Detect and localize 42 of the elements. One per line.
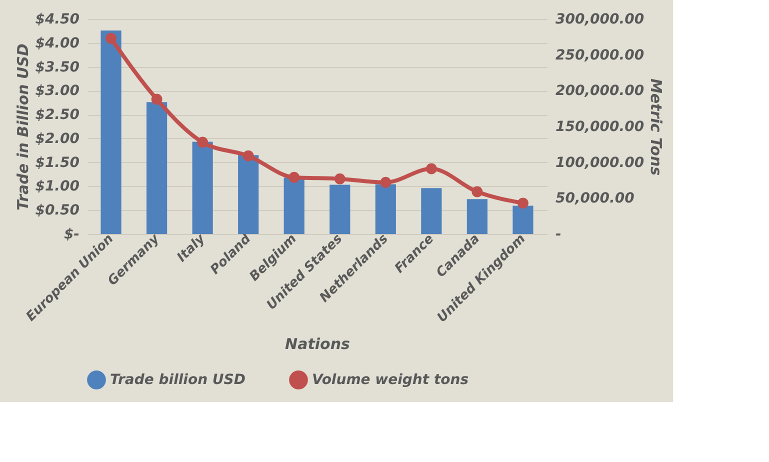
- point: [106, 32, 117, 44]
- bar: [146, 102, 168, 234]
- y-axis-title: Trade in Billion USD: [14, 44, 32, 210]
- point: [380, 176, 392, 188]
- bar: [330, 184, 350, 234]
- y-tick-label: $-: [64, 226, 80, 242]
- point: [242, 150, 254, 162]
- y-tick-label: $1.50: [35, 154, 80, 171]
- bar: [100, 30, 122, 234]
- point: [472, 186, 483, 198]
- y-tick-label: $1.00: [35, 178, 80, 195]
- point: [151, 94, 162, 105]
- y2-tick-label: 100,000.00: [556, 154, 644, 171]
- point: [334, 173, 346, 184]
- y-tick-label: $3.50: [35, 59, 80, 76]
- point: [197, 136, 208, 148]
- y-tick-label: $3.00: [35, 83, 80, 100]
- y2-tick-label: 150,000.00: [556, 119, 644, 135]
- bar: [238, 155, 259, 234]
- bar: [375, 184, 396, 234]
- y-tick-label: $2.00: [35, 130, 80, 147]
- y-tick-label: $4.00: [35, 35, 80, 52]
- legend-label: Trade billion USD: [110, 372, 246, 388]
- bar: [284, 178, 304, 234]
- y-tick-label: $2.50: [35, 107, 80, 124]
- bar: [512, 206, 534, 234]
- y2-tick-label: 250,000.00: [556, 47, 644, 64]
- point: [426, 163, 437, 174]
- point: [288, 172, 300, 183]
- bar: [466, 199, 488, 234]
- bar: [421, 188, 442, 234]
- y2-tick-label: 300,000.00: [556, 12, 644, 28]
- y2-tick-label: 200,000.00: [556, 83, 644, 100]
- point: [517, 198, 528, 209]
- y2-tick-label: 50,000.00: [556, 190, 635, 207]
- y-tick-label: $4.50: [35, 12, 80, 28]
- x-axis-title: Nations: [285, 334, 350, 353]
- y2-axis-title: Metric Tons: [647, 78, 666, 176]
- legend-label: Volume weight tons: [312, 372, 469, 388]
- y2-tick-label: -: [556, 226, 562, 242]
- y-tick-label: $0.50: [35, 202, 80, 219]
- bar: [192, 142, 213, 234]
